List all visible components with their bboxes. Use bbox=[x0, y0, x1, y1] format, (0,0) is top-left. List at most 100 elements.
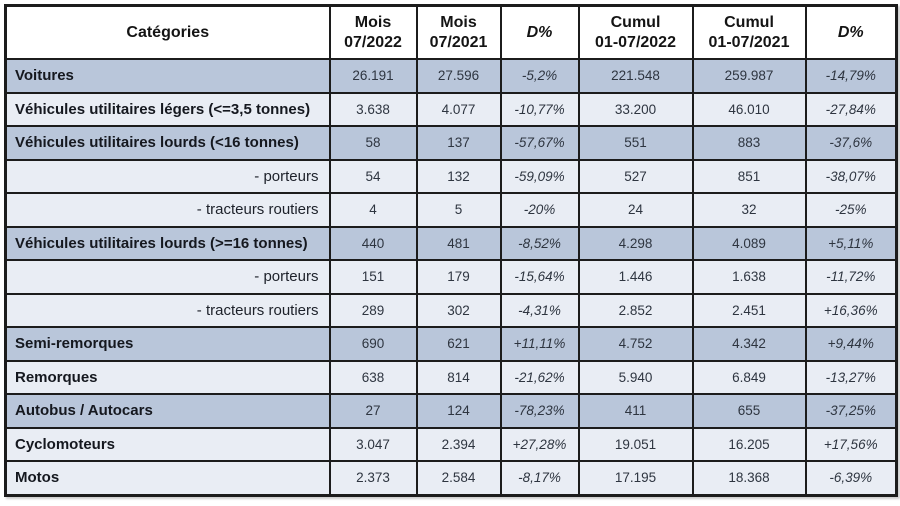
value-cell: 124 bbox=[415, 393, 502, 429]
value-cell: 27.596 bbox=[415, 58, 502, 94]
table-row: Voitures 26.191 27.596 -5,2% 221.548 259.987-… bbox=[4, 58, 898, 94]
table-row: - tracteurs routiers 289 302 -4,31% 2.852 2.4… bbox=[4, 292, 898, 328]
pct-change-cell: -27,84% bbox=[804, 91, 898, 127]
value-cell: 26.191 bbox=[328, 58, 418, 94]
col-header-cumul-01-07-2022: Cumul 01-07/2022 bbox=[577, 4, 694, 60]
value-cell: 4.077 bbox=[415, 91, 502, 127]
pct-change-cell: +9,44% bbox=[804, 326, 898, 362]
table-row: - tracteurs routiers 4 5 -20% 24 32 -25% bbox=[4, 192, 898, 228]
value-cell: 33.200 bbox=[577, 91, 694, 127]
value-cell: 24 bbox=[577, 192, 694, 228]
category-cell: Véhicules utilitaires lourds (>=16 tonne… bbox=[4, 225, 331, 261]
col-header-line1: Mois bbox=[440, 13, 477, 31]
pct-change-cell: -21,62% bbox=[499, 359, 580, 395]
value-cell: 440 bbox=[328, 225, 418, 261]
table-row: Véhicules utilitaires lourds (<16 tonnes… bbox=[4, 125, 898, 161]
vehicle-registrations-table: Catégories Mois 07/2022 Mois 07/2021 D% Cumul 0… bbox=[4, 4, 898, 497]
value-cell: 2.852 bbox=[577, 292, 694, 328]
category-cell: Autobus / Autocars bbox=[4, 393, 331, 429]
value-cell: 2.584 bbox=[415, 460, 502, 496]
value-cell: 1.446 bbox=[577, 259, 694, 295]
value-cell: 302 bbox=[415, 292, 502, 328]
value-cell: 814 bbox=[415, 359, 502, 395]
pct-change-cell: -11,72% bbox=[804, 259, 898, 295]
value-cell: 2.451 bbox=[691, 292, 807, 328]
value-cell: 16.205 bbox=[691, 426, 807, 462]
pct-change-cell: -6,39% bbox=[804, 460, 898, 496]
value-cell: 2.373 bbox=[328, 460, 418, 496]
value-cell: 46.010 bbox=[691, 91, 807, 127]
col-header-line1: Cumul bbox=[610, 13, 661, 31]
col-header-dpct-cumul: D% bbox=[804, 4, 898, 60]
pct-change-cell: -78,23% bbox=[499, 393, 580, 429]
col-header-cumul-01-07-2021: Cumul 01-07/2021 bbox=[691, 4, 807, 60]
pct-change-cell: -57,67% bbox=[499, 125, 580, 161]
col-header-line2: 07/2021 bbox=[429, 33, 488, 51]
pct-change-cell: +16,36% bbox=[804, 292, 898, 328]
category-cell: Cyclomoteurs bbox=[4, 426, 331, 462]
pct-change-cell: -4,31% bbox=[499, 292, 580, 328]
value-cell: 481 bbox=[415, 225, 502, 261]
col-header-line1: Cumul bbox=[724, 13, 774, 31]
category-cell: Voitures bbox=[4, 58, 331, 94]
category-cell: Véhicules utilitaires lourds (<16 tonnes… bbox=[4, 125, 331, 161]
table-row: Véhicules utilitaires lourds (>=16 tonne… bbox=[4, 225, 898, 261]
col-header-line2: 07/2022 bbox=[344, 33, 402, 51]
col-header-line2: 01-07/2021 bbox=[708, 33, 790, 51]
value-cell: 221.548 bbox=[577, 58, 694, 94]
subcategory-cell: - tracteurs routiers bbox=[4, 292, 331, 328]
value-cell: 54 bbox=[328, 158, 418, 194]
value-cell: 883 bbox=[691, 125, 807, 161]
value-cell: 137 bbox=[415, 125, 502, 161]
col-header-line1: D% bbox=[837, 23, 864, 41]
table-header-row: Catégories Mois 07/2022 Mois 07/2021 D% Cumul 0… bbox=[4, 4, 898, 60]
value-cell: 2.394 bbox=[415, 426, 502, 462]
pct-change-cell: -59,09% bbox=[499, 158, 580, 194]
pct-change-cell: -15,64% bbox=[499, 259, 580, 295]
value-cell: 411 bbox=[577, 393, 694, 429]
pct-change-cell: -8,52% bbox=[499, 225, 580, 261]
col-header-mois-07-2021: Mois 07/2021 bbox=[415, 4, 502, 60]
table-row: Semi-remorques 690 621 +11,11% 4.752 4.342 +9,… bbox=[4, 326, 898, 362]
value-cell: 179 bbox=[415, 259, 502, 295]
value-cell: 851 bbox=[691, 158, 807, 194]
pct-change-cell: -5,2% bbox=[499, 58, 580, 94]
value-cell: 4.752 bbox=[577, 326, 694, 362]
value-cell: 5.940 bbox=[577, 359, 694, 395]
value-cell: 6.849 bbox=[691, 359, 807, 395]
value-cell: 32 bbox=[691, 192, 807, 228]
table-row: Remorques 638 814 -21,62% 5.940 6.849 -13,27% bbox=[4, 359, 898, 395]
col-header-mois-07-2022: Mois 07/2022 bbox=[328, 4, 418, 60]
value-cell: 151 bbox=[328, 259, 418, 295]
value-cell: 655 bbox=[691, 393, 807, 429]
pct-change-cell: -38,07% bbox=[804, 158, 898, 194]
value-cell: 4.089 bbox=[691, 225, 807, 261]
table-header: Catégories Mois 07/2022 Mois 07/2021 D% Cumul 0… bbox=[4, 4, 898, 60]
subcategory-cell: - porteurs bbox=[4, 158, 331, 194]
value-cell: 259.987 bbox=[691, 58, 807, 94]
table-row: Véhicules utilitaires légers (<=3,5 tonn… bbox=[4, 91, 898, 127]
value-cell: 27 bbox=[328, 393, 418, 429]
value-cell: 19.051 bbox=[577, 426, 694, 462]
pct-change-cell: -14,79% bbox=[804, 58, 898, 94]
value-cell: 58 bbox=[328, 125, 418, 161]
pct-change-cell: +11,11% bbox=[499, 326, 580, 362]
value-cell: 3.047 bbox=[328, 426, 418, 462]
col-header-line1: D% bbox=[526, 23, 553, 41]
value-cell: 289 bbox=[328, 292, 418, 328]
pct-change-cell: +17,56% bbox=[804, 426, 898, 462]
value-cell: 690 bbox=[328, 326, 418, 362]
value-cell: 1.638 bbox=[691, 259, 807, 295]
subcategory-cell: - porteurs bbox=[4, 259, 331, 295]
pct-change-cell: +27,28% bbox=[499, 426, 580, 462]
value-cell: 4.298 bbox=[577, 225, 694, 261]
col-header-dpct-mois: D% bbox=[499, 4, 580, 60]
value-cell: 551 bbox=[577, 125, 694, 161]
category-cell: Semi-remorques bbox=[4, 326, 331, 362]
table-body: Voitures 26.191 27.596 -5,2% 221.548 259.987-… bbox=[4, 58, 898, 496]
pct-change-cell: -37,25% bbox=[804, 393, 898, 429]
value-cell: 527 bbox=[577, 158, 694, 194]
category-cell: Motos bbox=[4, 460, 331, 496]
value-cell: 5 bbox=[415, 192, 502, 228]
col-header-categories: Catégories bbox=[4, 4, 331, 60]
